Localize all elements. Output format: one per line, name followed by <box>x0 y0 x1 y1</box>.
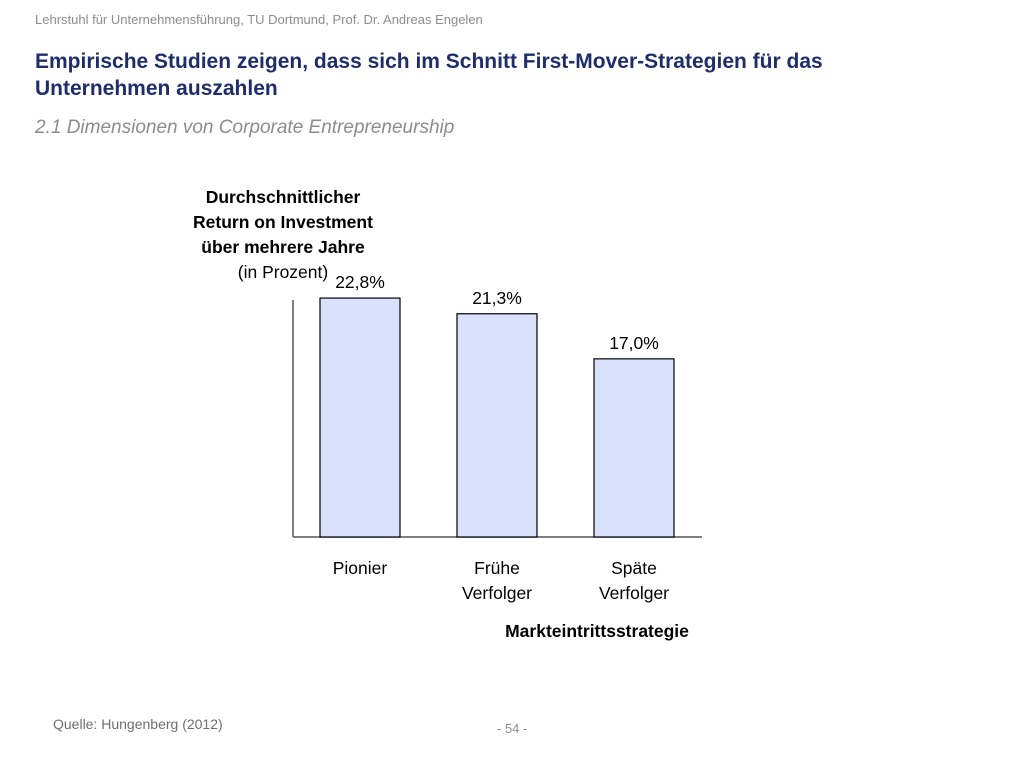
bar-value-label-2: 17,0% <box>609 333 659 353</box>
chart-title: Durchschnittlicher Return on Investment … <box>133 185 433 285</box>
chart-title-unit: (in Prozent) <box>237 262 329 282</box>
bar-value-label-1: 21,3% <box>472 288 522 308</box>
bar-2 <box>593 358 675 538</box>
category-label-2-0: Späte <box>611 558 657 578</box>
bar-value-label-0: 22,8% <box>335 272 385 292</box>
category-label-1-0: Frühe <box>474 558 520 578</box>
slide-subtitle: 2.1 Dimensionen von Corporate Entreprene… <box>35 117 455 138</box>
chart-title-line-2: Return on Investment <box>193 212 373 232</box>
x-axis-label: Markteintrittsstrategie <box>505 621 689 641</box>
slide-title: Empirische Studien zeigen, dass sich im … <box>35 50 823 100</box>
chart-title-line-1: Durchschnittlicher <box>205 187 361 207</box>
category-label-2-1: Verfolger <box>599 583 669 603</box>
chart-title-line-3: über mehrere Jahre <box>201 237 365 257</box>
page-number: - 54 - <box>497 721 528 736</box>
category-label-1-1: Verfolger <box>462 583 532 603</box>
source-note: Quelle: Hungenberg (2012) <box>53 716 223 732</box>
bar-0 <box>319 297 401 538</box>
header-institution: Lehrstuhl für Unternehmensführung, TU Do… <box>35 12 483 27</box>
bar-1 <box>456 313 538 538</box>
category-label-0-0: Pionier <box>333 558 388 578</box>
